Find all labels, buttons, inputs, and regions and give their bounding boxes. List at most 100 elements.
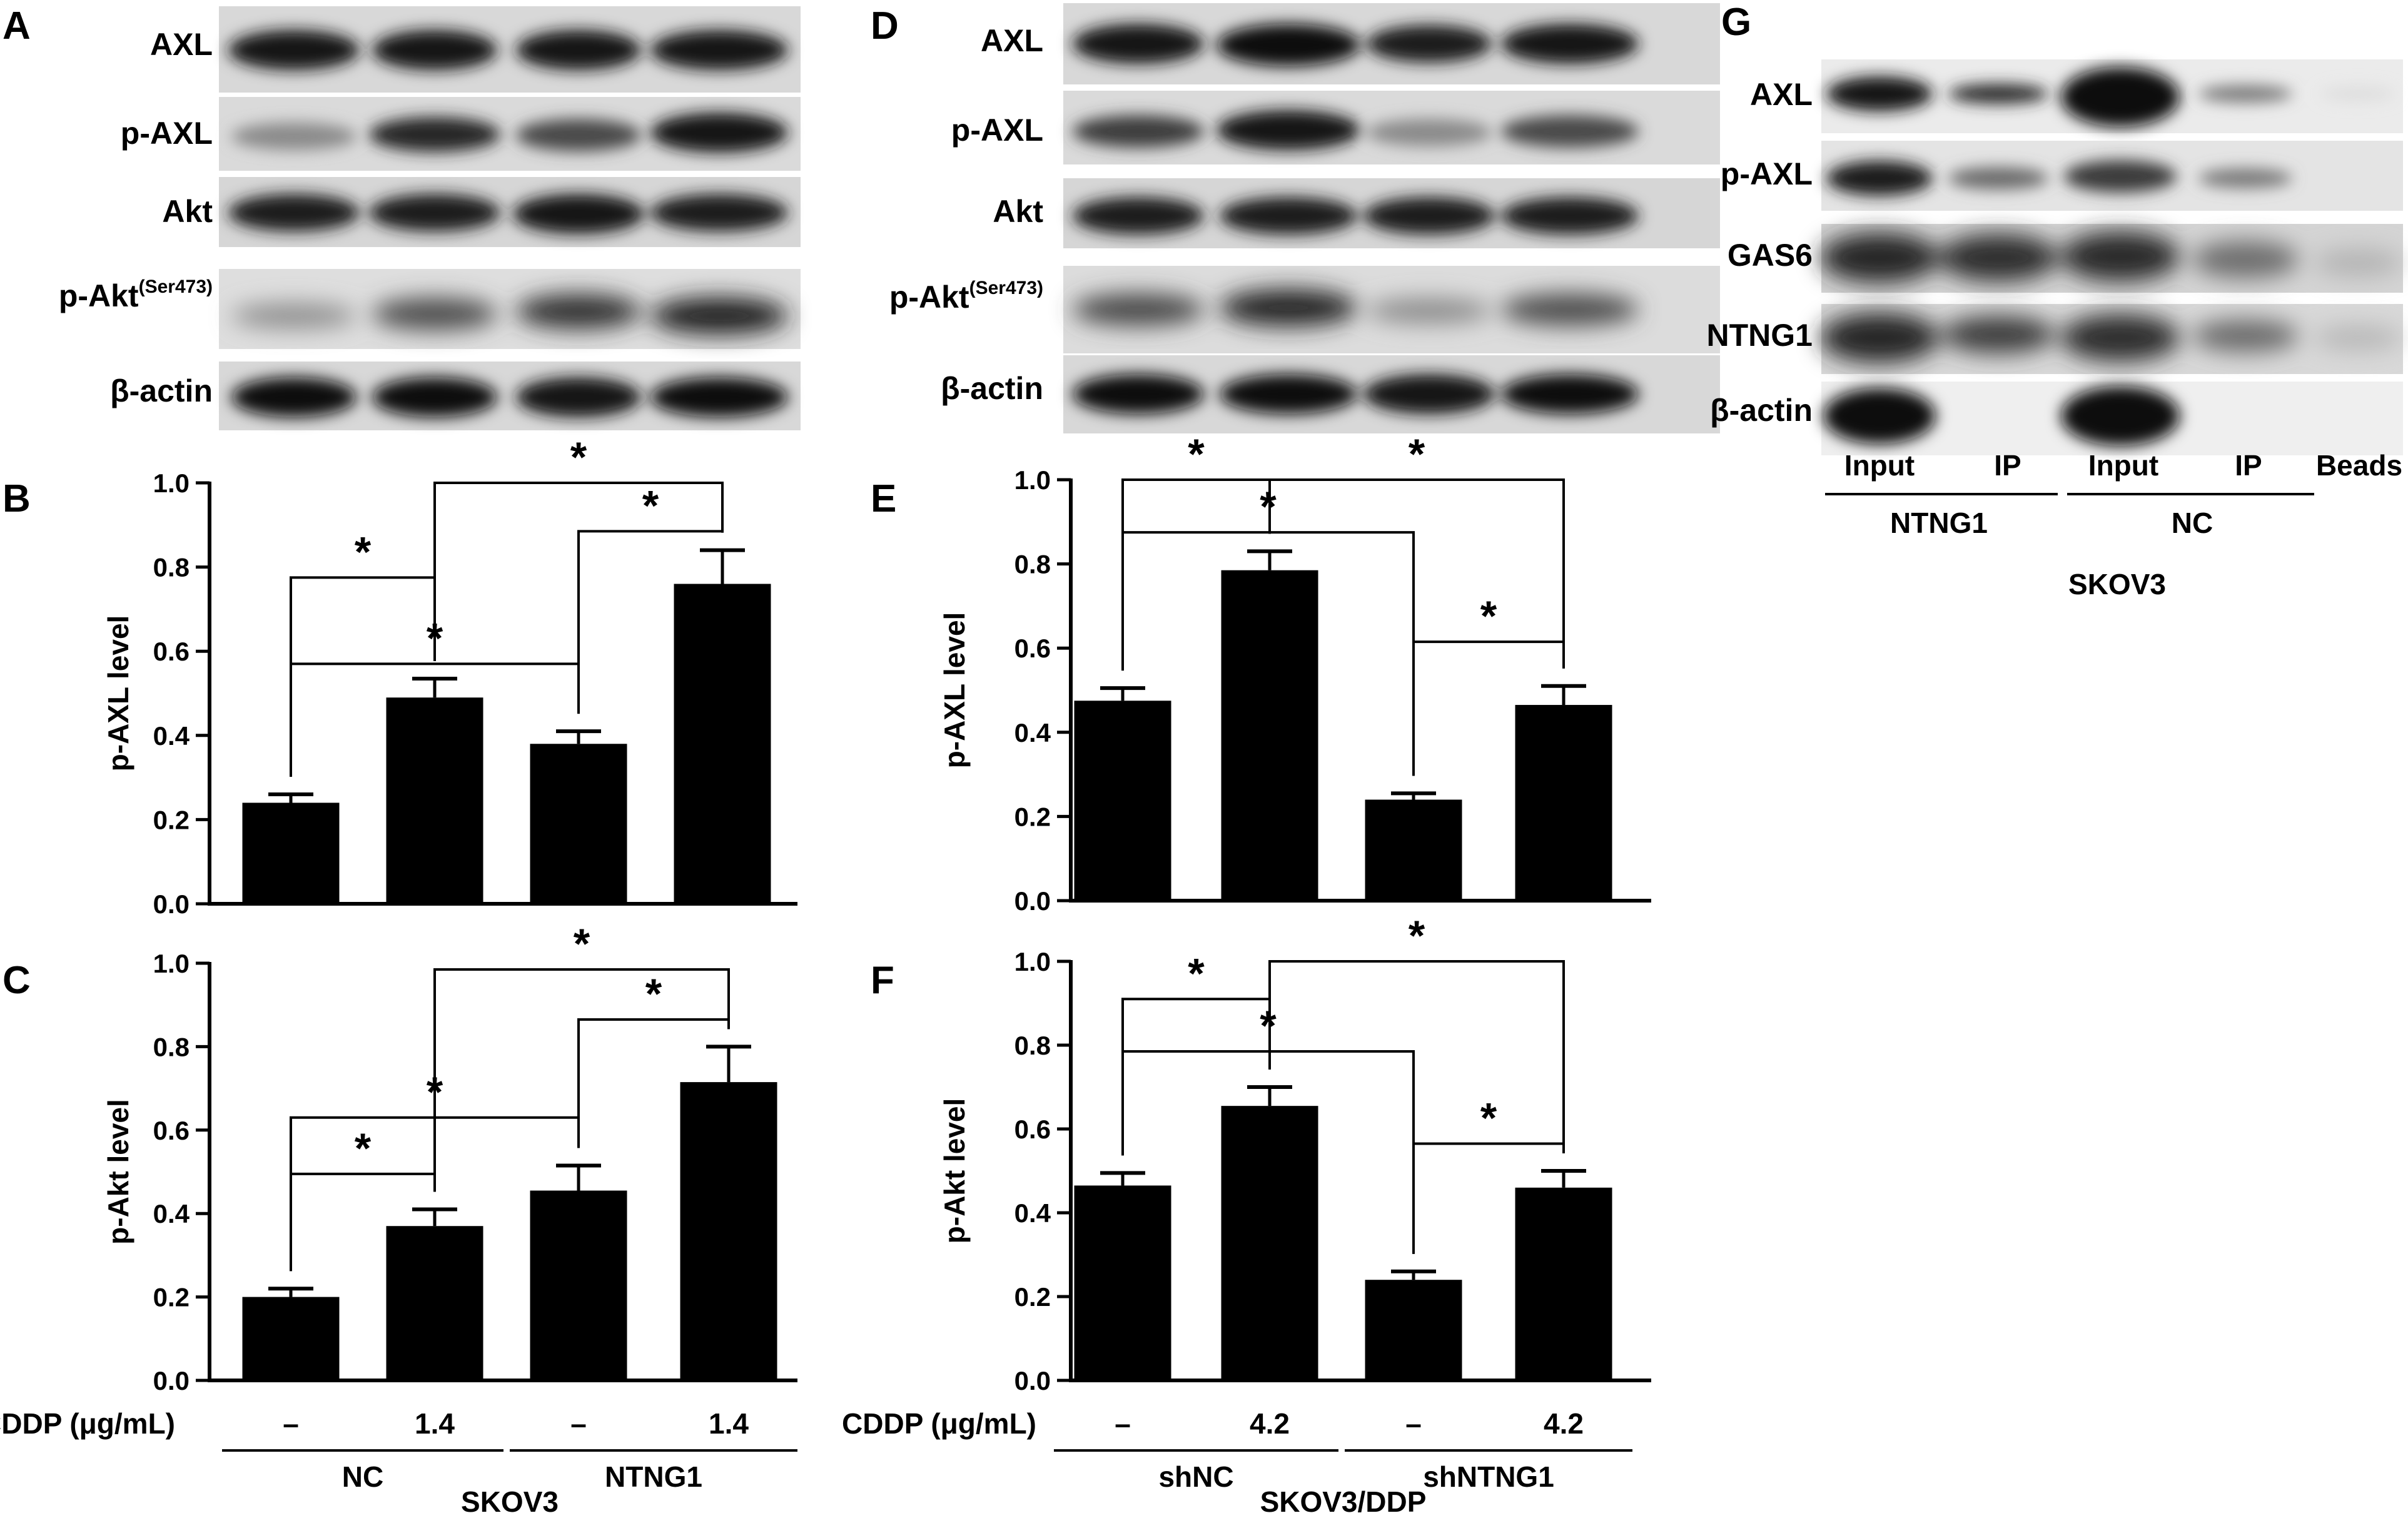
significance-star: *	[574, 920, 590, 968]
band	[2192, 320, 2299, 352]
significance-star: *	[1188, 949, 1205, 997]
significance-star: *	[645, 970, 662, 1018]
blot-g-label-paxl: p-AXL	[1721, 156, 1813, 191]
bar	[1074, 1185, 1171, 1380]
y-tick-label: 0.8	[153, 1032, 190, 1061]
blot-g-bands-gas6	[1820, 231, 2402, 283]
blot-g-group-2: NC	[2172, 507, 2213, 539]
band	[1501, 24, 1639, 64]
blot-g-lane-2: IP	[1994, 449, 2021, 482]
y-tick-label: 0.0	[1014, 1366, 1051, 1395]
band	[516, 30, 641, 70]
panel-label-c: C	[3, 959, 31, 1002]
band	[1948, 167, 2048, 190]
blot-a-label-akt: Akt	[162, 194, 213, 229]
bar	[1365, 799, 1462, 901]
y-axis-label: p-Akt level	[102, 1099, 134, 1245]
bar	[1515, 705, 1612, 901]
band	[516, 377, 641, 417]
band	[1363, 197, 1495, 235]
blot-g-lane-3: Input	[2088, 449, 2158, 482]
y-tick-label: 0.2	[1014, 802, 1051, 831]
significance-star: *	[355, 1125, 372, 1172]
group-label: shNTNG1	[1423, 1460, 1554, 1493]
band	[2061, 386, 2180, 446]
blot-g-label-bactin: β-actin	[1710, 393, 1813, 428]
blot-g-label-axl: AXL	[1750, 77, 1813, 112]
band	[2192, 241, 2299, 278]
group-label: NC	[342, 1460, 383, 1493]
y-tick-label: 0.4	[153, 1199, 190, 1228]
significance-star: *	[1409, 430, 1425, 478]
dose-label: –	[283, 1407, 299, 1440]
blot-a-bands-bactin	[231, 377, 788, 417]
panel-label-f: F	[871, 959, 894, 1002]
y-tick-label: 0.8	[1014, 550, 1051, 579]
significance-bracket	[433, 968, 730, 1192]
blot-d-pakt-text: p-Akt	[889, 280, 969, 315]
y-tick-label: 1.0	[153, 468, 190, 498]
blot-g-lane-1: Input	[1844, 449, 1915, 482]
band	[516, 119, 641, 151]
y-tick-label: 0.8	[153, 553, 190, 582]
panel-label-b: B	[3, 477, 31, 520]
y-tick-label: 0.2	[153, 1283, 190, 1312]
bar	[1074, 701, 1171, 901]
band	[1363, 374, 1495, 414]
band	[369, 117, 500, 152]
band	[1826, 76, 1933, 111]
y-axis-label: p-Akt level	[938, 1098, 971, 1244]
band	[2198, 168, 2292, 188]
band	[1220, 197, 1357, 235]
blot-d-label-bactin: β-actin	[941, 371, 1043, 406]
significance-star: *	[570, 433, 587, 481]
blot-g-bands-ntng1	[1820, 313, 2402, 363]
blot-g-cell-line: SKOV3	[2068, 568, 2166, 600]
y-tick-label: 0.8	[1014, 1031, 1051, 1060]
band	[1501, 197, 1639, 235]
dose-row-label: CDDP (μg/mL)	[842, 1407, 1036, 1440]
group-label: shNC	[1158, 1460, 1233, 1493]
bar	[530, 744, 627, 904]
dose-label: 1.4	[415, 1407, 455, 1440]
band	[2320, 86, 2395, 101]
dose-label: –	[570, 1407, 587, 1440]
blot-a-bands-axl	[228, 30, 788, 70]
band	[1073, 293, 1204, 326]
band	[1217, 24, 1360, 66]
western-blot-a: AXL p-AXL Akt p-Akt(Ser473) β-actin	[59, 6, 801, 430]
band	[1501, 115, 1639, 148]
y-tick-label: 0.2	[153, 805, 190, 834]
significance-star: *	[1188, 430, 1205, 478]
blot-d-pakt-superscript: (Ser473)	[969, 278, 1043, 298]
y-tick-label: 0.0	[1014, 886, 1051, 916]
band	[1820, 313, 1939, 363]
band	[2061, 67, 2180, 127]
band	[231, 377, 357, 417]
cell-line-label: SKOV3/DDP	[1260, 1485, 1427, 1518]
blot-d-bands-akt	[1073, 197, 1639, 235]
band	[372, 298, 497, 330]
band	[1820, 233, 1939, 283]
y-tick-label: 1.0	[153, 949, 190, 978]
band	[369, 194, 500, 231]
y-tick-label: 0.6	[1014, 1115, 1051, 1144]
group-label: NTNG1	[605, 1460, 702, 1493]
blot-d-bands-bactin	[1073, 374, 1639, 414]
panel-label-a: A	[3, 4, 31, 48]
band	[1823, 388, 1936, 444]
band	[231, 303, 357, 328]
band	[650, 297, 788, 335]
y-tick-label: 0.4	[153, 721, 190, 751]
y-tick-label: 0.4	[1014, 718, 1051, 747]
bar	[242, 802, 340, 904]
blot-g-label-ntng1: NTNG1	[1707, 318, 1813, 353]
band	[228, 194, 360, 231]
band	[231, 123, 357, 150]
bar	[386, 1226, 483, 1380]
band	[1367, 298, 1492, 323]
bar-chart-e: 0.0 0.2 0.4 0.6 0.8 1.0 p-AXL level * * * *	[938, 430, 1651, 916]
blot-d-label-akt: Akt	[993, 194, 1043, 229]
significance-star: *	[1260, 483, 1277, 530]
blot-a-pakt-superscript: (Ser473)	[139, 276, 213, 297]
